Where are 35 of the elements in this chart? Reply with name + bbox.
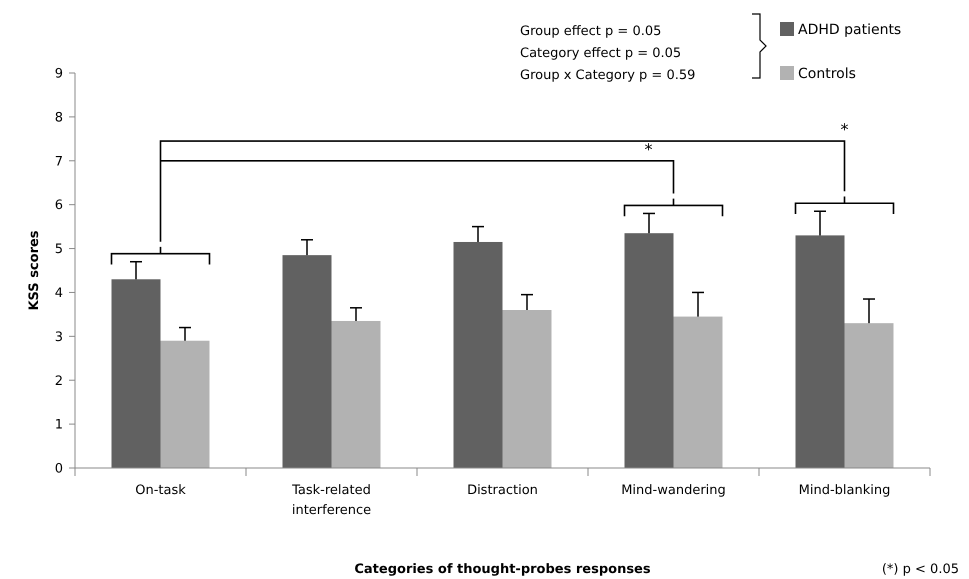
bar bbox=[112, 279, 160, 468]
x-tick-label: On-task bbox=[135, 483, 186, 498]
text: (*) p < 0.05 bbox=[882, 562, 959, 577]
x-tick-label: Mind-wandering bbox=[621, 483, 726, 498]
bar bbox=[454, 242, 502, 468]
y-tick-label: 9 bbox=[54, 66, 63, 82]
x-tick-label: Task-related interference bbox=[291, 483, 372, 518]
x-axis-title: Categories of thought-probes responses bbox=[354, 562, 651, 577]
bar bbox=[796, 235, 844, 468]
legend-label: Controls bbox=[798, 66, 856, 82]
annotation: * bbox=[840, 120, 848, 140]
y-tick-label: 8 bbox=[54, 110, 63, 126]
x-tick-label: Mind-blanking bbox=[798, 483, 890, 498]
bar bbox=[282, 255, 332, 468]
bar bbox=[624, 233, 674, 468]
bar bbox=[844, 323, 894, 468]
bar bbox=[502, 310, 552, 468]
text: Group effect p = 0.05 bbox=[520, 24, 662, 39]
y-tick-label: 7 bbox=[54, 154, 63, 170]
y-tick-label: 0 bbox=[54, 462, 63, 477]
y-axis-title: KSS scores bbox=[27, 230, 42, 311]
bar bbox=[160, 340, 210, 468]
y-tick-label: 2 bbox=[54, 374, 63, 389]
bar bbox=[332, 320, 380, 468]
y-tick-label: 5 bbox=[54, 242, 63, 258]
bar bbox=[674, 316, 722, 468]
x-tick-label: Distraction bbox=[467, 483, 538, 498]
legend-label: ADHD patients bbox=[798, 22, 902, 38]
y-tick-label: 4 bbox=[54, 286, 63, 301]
annotation: Group x Category p = 0.59 bbox=[520, 68, 696, 83]
text: Category effect p = 0.05 bbox=[520, 46, 682, 61]
y-tick-label: 3 bbox=[54, 330, 63, 345]
y-tick-label: 1 bbox=[54, 418, 63, 433]
annotation: * bbox=[644, 140, 652, 159]
y-tick-label: 6 bbox=[54, 198, 63, 214]
